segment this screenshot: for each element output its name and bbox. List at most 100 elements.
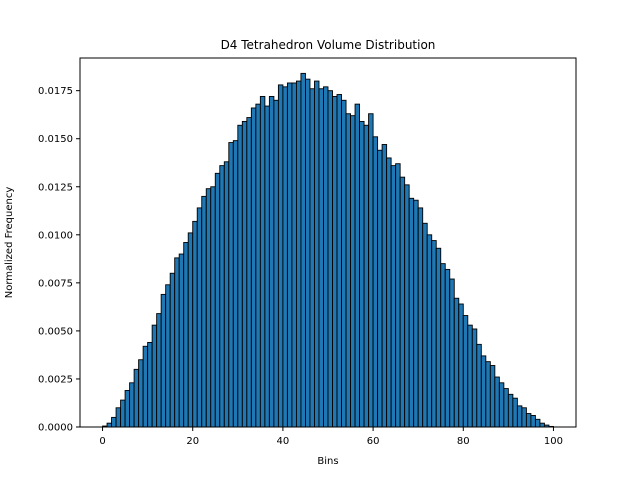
histogram-bar [246, 117, 252, 428]
histogram-bar [426, 234, 433, 428]
histogram-bar [449, 278, 455, 428]
histogram-bar [431, 240, 437, 428]
y-tick-label: 0.0000 [38, 423, 73, 434]
x-axis-label: Bins [317, 456, 338, 467]
y-tick-label: 0.0125 [38, 182, 73, 193]
histogram-bar [277, 84, 284, 428]
histogram-bar [453, 297, 460, 428]
histogram-bar [336, 94, 342, 428]
histogram-bar [264, 105, 270, 428]
histogram-bar [471, 328, 478, 428]
histogram-bar [422, 222, 428, 428]
histogram-bar [309, 88, 315, 428]
histogram-bar [350, 115, 356, 428]
histogram-bar [458, 303, 464, 428]
histogram-bar [314, 80, 320, 428]
histogram-bar [467, 324, 473, 428]
histogram-bar [332, 95, 338, 428]
histogram-bar [507, 393, 514, 428]
histogram-bar [512, 397, 518, 428]
histogram-bar [147, 341, 153, 428]
histogram-bar [399, 176, 406, 428]
histogram-bar [525, 413, 532, 428]
histogram-bar [359, 120, 365, 428]
histogram-bar [133, 368, 140, 428]
histogram-bar [444, 268, 451, 428]
y-tick-label: 0.0100 [38, 230, 73, 241]
x-tick-label: 40 [277, 436, 290, 447]
histogram-bar [381, 144, 388, 428]
histogram-bar [214, 172, 221, 428]
histogram-bar [440, 263, 446, 428]
histogram-bar [138, 359, 144, 428]
histogram-bar [417, 207, 424, 428]
x-axis: 0 20 40 60 80 100 [99, 427, 563, 447]
histogram-bar [521, 407, 527, 428]
histogram-bar [174, 257, 180, 428]
histogram-bar [151, 324, 158, 428]
histogram-bar [413, 199, 419, 428]
histogram-bar [408, 197, 415, 428]
y-tick-label: 0.0050 [38, 326, 73, 337]
histogram-bar [232, 140, 239, 428]
histogram-bar [250, 107, 257, 428]
histogram-bar [516, 405, 523, 428]
histogram-bar [255, 103, 261, 428]
histogram-bar [318, 88, 324, 428]
histogram-bar [106, 422, 113, 428]
histogram-bar [120, 399, 126, 428]
histogram-bar [183, 242, 189, 428]
histogram-bar [377, 149, 383, 428]
histogram-bar [498, 382, 505, 428]
histogram-bar [165, 284, 171, 428]
histogram-bar [363, 124, 370, 428]
x-tick-label: 80 [457, 436, 470, 447]
histogram-bar [192, 220, 198, 428]
histogram-bar [390, 165, 397, 428]
y-tick-label: 0.0075 [38, 278, 73, 289]
histogram-bar [494, 376, 500, 428]
x-tick-label: 0 [99, 436, 105, 447]
x-tick-label: 60 [367, 436, 380, 447]
histogram-bar [480, 355, 487, 428]
histogram-bar [354, 103, 361, 428]
histogram-bar [323, 86, 329, 428]
histogram-bar [169, 272, 176, 428]
histogram-bar [282, 86, 288, 428]
histogram-bar [368, 113, 374, 428]
histogram-bar [345, 113, 351, 428]
histogram-bar [372, 136, 379, 428]
histogram-bar [295, 80, 302, 428]
histogram-bar [404, 184, 410, 428]
histogram-bar [241, 120, 248, 428]
histogram-bar [156, 313, 162, 428]
histogram-bar [142, 345, 149, 428]
histogram-bar [485, 361, 491, 428]
histogram-bar [286, 82, 293, 428]
histogram-bar [435, 247, 442, 428]
y-axis-label: Normalized Frequency [4, 187, 15, 299]
histogram-bar [196, 207, 203, 428]
histogram-bar [476, 343, 482, 428]
histogram-bar [237, 124, 243, 428]
x-tick-label: 100 [544, 436, 563, 447]
histogram-bar [223, 161, 230, 428]
y-axis: 0.0000 0.0025 0.0050 0.0075 0.0100 0.0125 0.01… [38, 86, 80, 434]
histogram-bar [210, 186, 216, 428]
x-tick-label: 20 [186, 436, 199, 447]
histogram-bar [228, 142, 234, 428]
histogram-bar [205, 188, 212, 428]
histogram-bar [268, 95, 275, 428]
histogram-bar [462, 315, 469, 428]
chart-title: D4 Tetrahedron Volume Distribution [221, 38, 436, 52]
y-tick-label: 0.0150 [38, 134, 73, 145]
histogram-bar [124, 390, 131, 428]
histogram-bar [395, 163, 401, 428]
histogram-bar [503, 388, 509, 428]
histogram-bar [489, 365, 496, 428]
histogram-bar [305, 78, 311, 428]
plot-frame [79, 57, 577, 428]
histogram-bar [115, 407, 122, 428]
histogram-bar [300, 72, 306, 428]
